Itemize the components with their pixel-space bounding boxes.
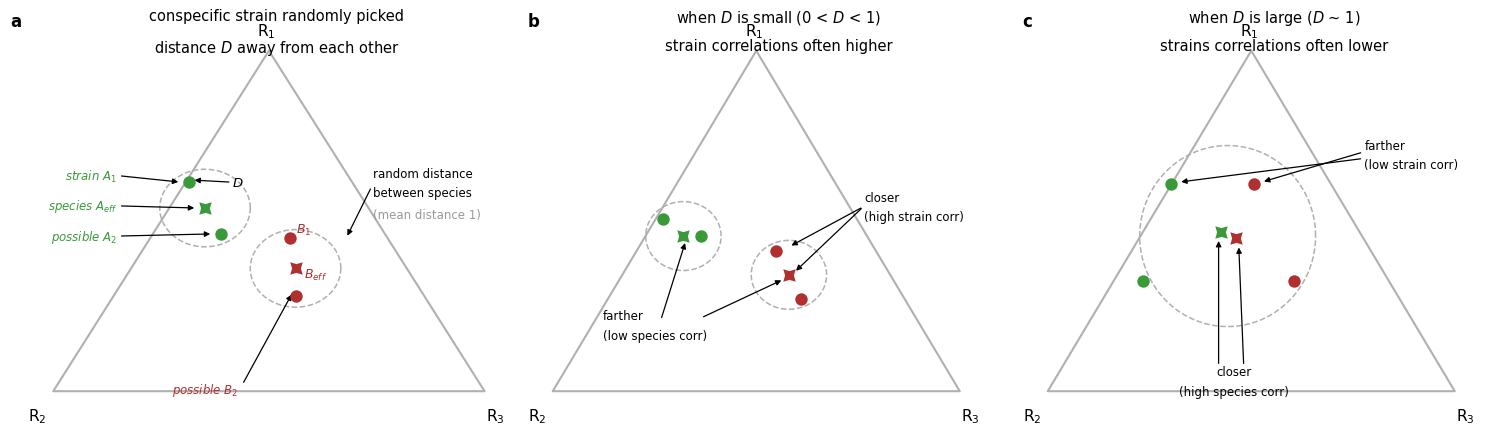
Point (278, 235, 302, 242)
Point (777, 272, 801, 279)
Text: closer: closer (1216, 366, 1251, 378)
Point (1209, 229, 1233, 236)
Text: b: b (528, 13, 540, 31)
Text: conspecific strain randomly picked: conspecific strain randomly picked (150, 9, 405, 24)
Text: random distance: random distance (372, 168, 472, 181)
Text: between species: between species (372, 187, 471, 200)
Point (651, 216, 675, 223)
Text: R$_3$: R$_3$ (486, 406, 504, 425)
Point (209, 231, 232, 238)
Point (688, 233, 712, 240)
Text: $D$: $D$ (231, 176, 243, 189)
Text: R$_2$: R$_2$ (1023, 406, 1042, 425)
Text: possible $A_2$: possible $A_2$ (51, 228, 117, 245)
Text: closer: closer (864, 191, 900, 204)
Text: species $A_{eff}$: species $A_{eff}$ (48, 198, 117, 215)
Text: possible $B_2$: possible $B_2$ (172, 381, 238, 398)
Text: strain correlations often higher: strain correlations often higher (664, 39, 892, 54)
Text: R$_2$: R$_2$ (28, 406, 46, 425)
Text: $B_{eff}$: $B_{eff}$ (303, 267, 327, 283)
Text: (mean distance 1): (mean distance 1) (372, 209, 480, 221)
Text: when $D$ is small (0 < $D$ < 1): when $D$ is small (0 < $D$ < 1) (676, 9, 882, 27)
Text: R$_2$: R$_2$ (528, 406, 548, 425)
Point (284, 293, 308, 300)
Text: strains correlations often lower: strains correlations often lower (1160, 39, 1388, 54)
Text: (low strain corr): (low strain corr) (1365, 159, 1458, 172)
Point (284, 265, 308, 272)
Text: strain $A_1$: strain $A_1$ (66, 168, 117, 184)
Text: R$_3$: R$_3$ (960, 406, 980, 425)
Point (672, 233, 696, 240)
Text: a: a (10, 13, 22, 31)
Point (1160, 181, 1184, 188)
Point (1224, 235, 1248, 242)
Text: $B_1$: $B_1$ (296, 222, 310, 238)
Text: R$_3$: R$_3$ (1455, 406, 1474, 425)
Text: c: c (1023, 13, 1032, 31)
Point (1282, 278, 1306, 285)
Point (177, 179, 201, 186)
Text: (high species corr): (high species corr) (1179, 385, 1288, 398)
Text: R$_1$: R$_1$ (1239, 22, 1258, 41)
Text: (low species corr): (low species corr) (603, 329, 706, 342)
Text: (high strain corr): (high strain corr) (864, 211, 964, 224)
Point (194, 205, 217, 212)
Text: distance $D$ away from each other: distance $D$ away from each other (154, 39, 401, 58)
Text: R$_1$: R$_1$ (256, 22, 276, 41)
Point (1242, 181, 1266, 188)
Text: when $D$ is large ($D$ ~ 1): when $D$ is large ($D$ ~ 1) (1188, 9, 1360, 28)
Point (765, 248, 789, 255)
Text: farther: farther (1365, 140, 1406, 153)
Point (789, 295, 813, 302)
Text: R$_1$: R$_1$ (744, 22, 764, 41)
Point (1131, 278, 1155, 285)
Text: farther: farther (603, 310, 644, 322)
